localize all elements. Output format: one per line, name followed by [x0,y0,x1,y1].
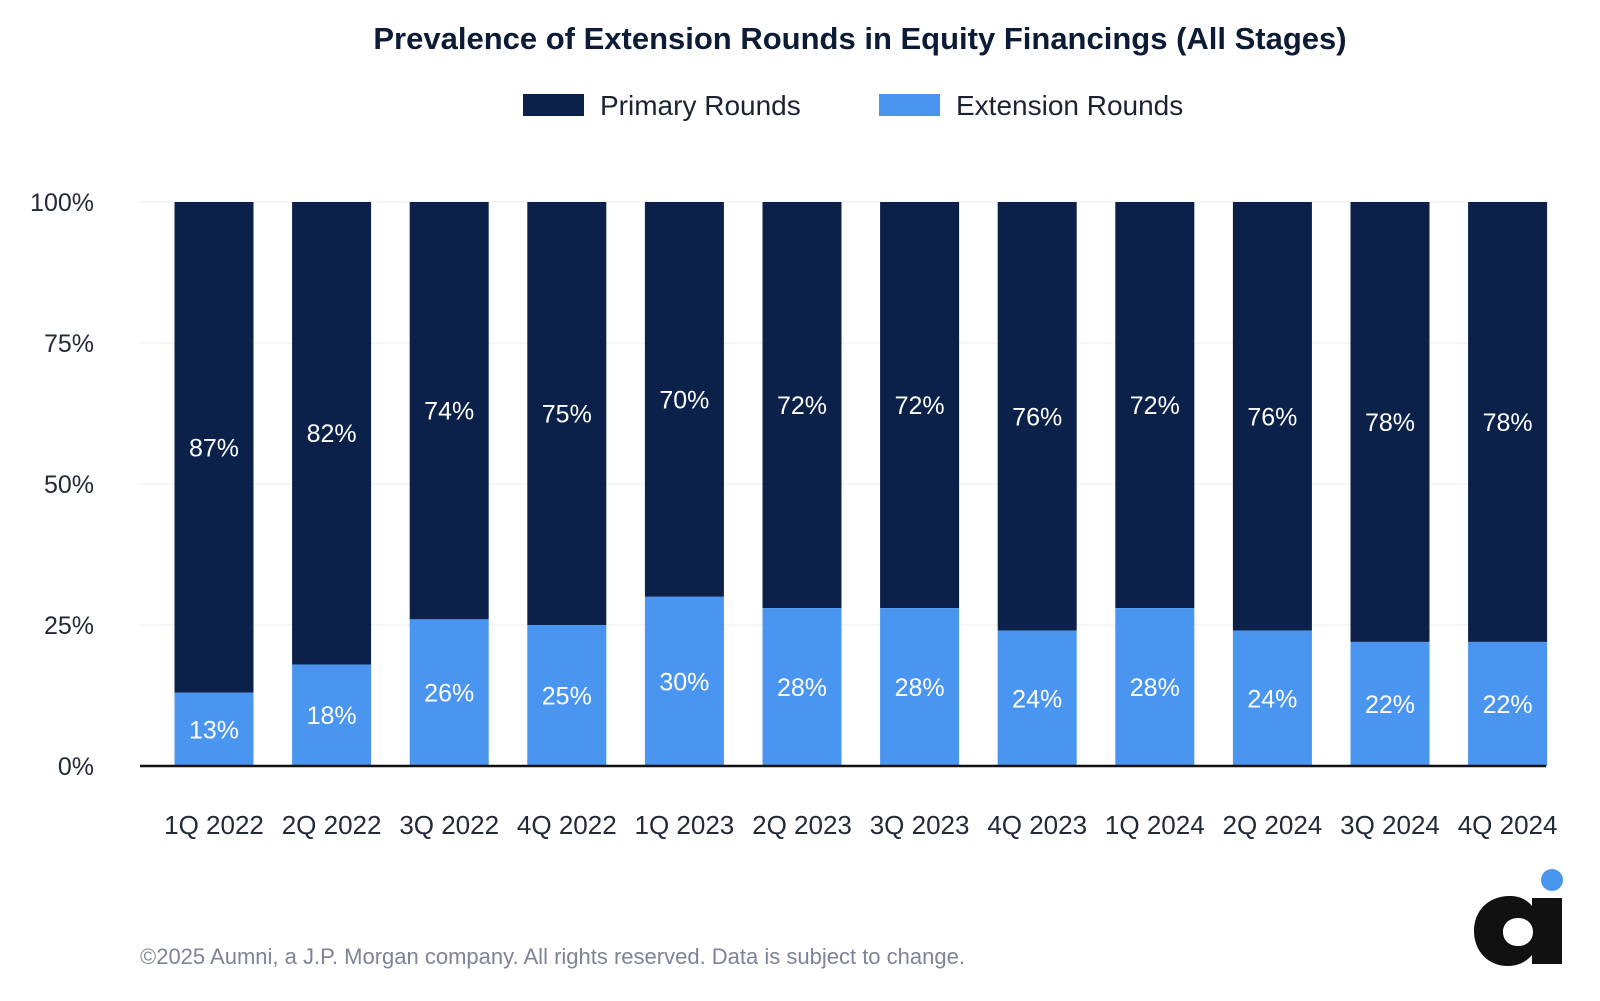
data-label-primary: 72% [895,392,945,420]
y-tick-label: 50% [44,471,94,499]
bar-extension-rounds [644,596,724,766]
aumni-logo-icon [1474,869,1563,966]
legend-swatch [879,94,940,116]
data-label-extension: 24% [1012,685,1062,713]
bar-extension-rounds [1350,641,1430,766]
logo-letter-a [1474,896,1562,966]
data-label-primary: 78% [1483,409,1533,437]
bar-extension-rounds [1232,630,1312,766]
bar-extension-rounds [527,625,607,766]
legend-swatch [523,94,584,116]
data-label-extension: 22% [1483,691,1533,719]
bar-primary-rounds [527,202,607,625]
data-label-extension: 30% [659,668,709,696]
data-label-extension: 22% [1365,691,1415,719]
legend-label: Extension Rounds [956,90,1183,121]
bar-extension-rounds [292,664,372,766]
bar-primary-rounds [1468,202,1548,642]
data-label-primary: 87% [189,434,239,462]
y-axis: 0% 25% 50% 75% 100% [30,189,94,781]
data-label-primary: 72% [777,392,827,420]
data-label-primary: 75% [542,401,592,429]
bar-primary-rounds [174,202,254,693]
data-label-extension: 13% [189,716,239,744]
x-tick-label: 1Q 2024 [1105,810,1205,840]
data-label-extension: 28% [777,674,827,702]
x-tick-label: 1Q 2023 [635,810,735,840]
x-tick-label: 4Q 2022 [517,810,617,840]
bar-primary-rounds [1232,202,1312,631]
data-label-primary: 78% [1365,409,1415,437]
x-tick-label: 4Q 2023 [987,810,1087,840]
data-label-primary: 82% [307,420,357,448]
data-label-extension: 28% [895,674,945,702]
data-label-primary: 74% [424,398,474,426]
data-label-extension: 24% [1247,685,1297,713]
logo-dot [1541,869,1563,891]
x-tick-label: 3Q 2023 [870,810,970,840]
data-label-extension: 25% [542,683,592,711]
bar-extension-rounds [880,608,960,766]
x-axis: 1Q 2022 2Q 2022 3Q 2022 4Q 2022 1Q 2023 2Q 20… [140,764,1558,840]
legend-label: Primary Rounds [600,90,801,121]
legend: Primary Rounds Extension Rounds [523,90,1183,121]
x-tick-label: 1Q 2022 [164,810,264,840]
y-tick-label: 75% [44,330,94,358]
bar-primary-rounds [1115,202,1195,609]
x-tick-label: 2Q 2023 [752,810,852,840]
y-tick-label: 25% [44,612,94,640]
bar-extension-rounds [1115,608,1195,766]
x-tick-label: 4Q 2024 [1458,810,1558,840]
bar-primary-rounds [762,202,842,609]
bar-primary-rounds [644,202,724,597]
bar-extension-rounds [409,619,489,766]
bar-extension-rounds [174,692,254,766]
chart-title: Prevalence of Extension Rounds in Equity… [373,21,1346,56]
bar-primary-rounds [997,202,1077,631]
data-label-primary: 72% [1130,392,1180,420]
data-label-extension: 28% [1130,674,1180,702]
x-tick-label: 2Q 2024 [1223,810,1323,840]
data-label-primary: 76% [1247,403,1297,431]
bar-primary-rounds [1350,202,1430,642]
y-tick-label: 100% [30,189,94,217]
data-label-extension: 18% [307,702,357,730]
x-tick-label: 3Q 2022 [399,810,499,840]
bar-primary-rounds [880,202,960,609]
x-tick-label: 2Q 2022 [282,810,382,840]
data-label-primary: 76% [1012,403,1062,431]
y-tick-label: 0% [58,753,94,781]
bar-extension-rounds [1468,641,1548,766]
bar-primary-rounds [292,202,372,665]
bars: 87% 13% 82% 18% 74% 26% 75% 25% 70% 30% 72% 28% 72% 2… [174,202,1548,766]
bar-primary-rounds [409,202,489,620]
x-tick-label: 3Q 2024 [1340,810,1440,840]
bar-extension-rounds [762,608,842,766]
copyright-footer: ©2025 Aumni, a J.P. Morgan company. All … [140,944,965,969]
data-label-primary: 70% [659,386,709,414]
data-label-extension: 26% [424,680,474,708]
bar-extension-rounds [997,630,1077,766]
